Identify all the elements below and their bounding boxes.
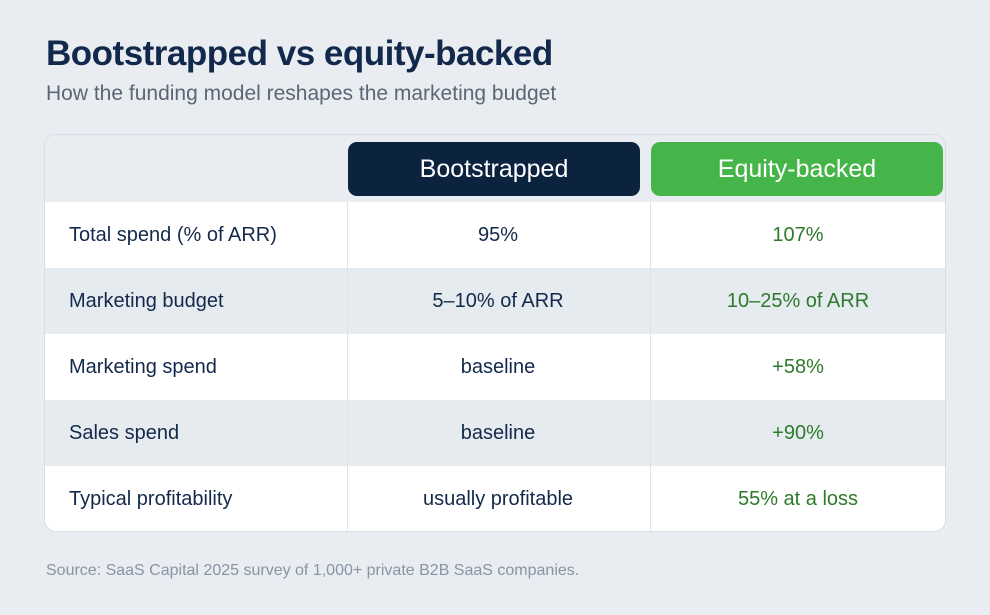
equity-value: 10–25% of ARR: [726, 289, 870, 312]
table-row: Typical profitability usually profitable…: [45, 466, 945, 531]
equity-value: 55% at a loss: [737, 487, 859, 510]
table-row: Marketing budget 5–10% of ARR 10–25% of …: [45, 268, 945, 334]
table-row: Total spend (% of ARR) 95% 107%: [45, 202, 945, 268]
bootstrapped-value: baseline: [460, 355, 536, 378]
chart-subtitle: How the funding model reshapes the marke…: [46, 82, 557, 105]
row-label: Typical profitability: [69, 487, 233, 510]
table-header-row: Bootstrapped Equity-backed: [45, 135, 945, 202]
column-header-bootstrapped: Bootstrapped: [348, 142, 640, 196]
table-row: Sales spend baseline +90%: [45, 400, 945, 466]
equity-value: +58%: [772, 355, 824, 378]
chart-title: Bootstrapped vs equity-backed: [46, 34, 553, 73]
column-header-equity-backed: Equity-backed: [651, 142, 943, 196]
equity-value: 107%: [772, 223, 824, 246]
row-label: Sales spend: [69, 421, 180, 444]
bootstrapped-value: 95%: [477, 223, 519, 246]
bootstrapped-value: usually profitable: [422, 487, 574, 510]
column-divider: [347, 202, 348, 531]
bootstrapped-value: 5–10% of ARR: [432, 289, 564, 312]
bootstrapped-value: baseline: [460, 421, 536, 444]
row-label: Marketing budget: [69, 289, 224, 312]
comparison-table: Bootstrapped Equity-backed Total spend (…: [44, 134, 946, 532]
column-divider: [650, 202, 651, 531]
row-label: Total spend (% of ARR): [69, 223, 277, 246]
table-row: Marketing spend baseline +58%: [45, 334, 945, 400]
row-label: Marketing spend: [69, 355, 217, 378]
equity-value: +90%: [772, 421, 824, 444]
source-note: Source: SaaS Capital 2025 survey of 1,00…: [46, 562, 580, 579]
